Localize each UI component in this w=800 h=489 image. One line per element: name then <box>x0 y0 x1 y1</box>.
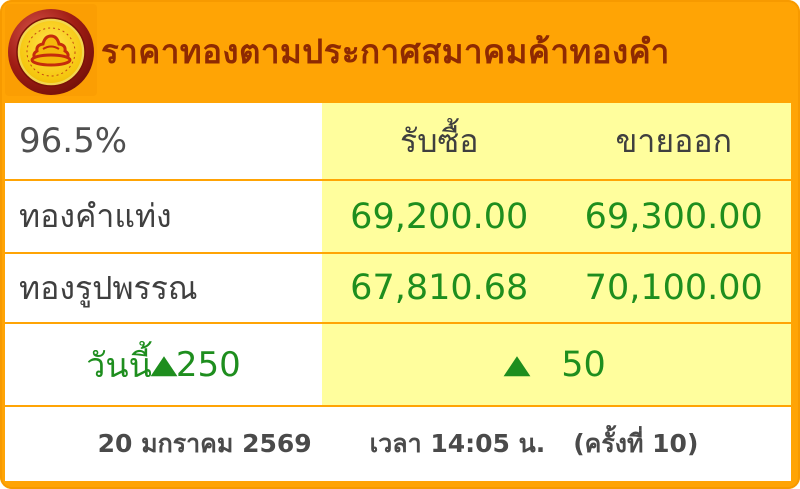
gold-bar-sell-price: 69,300.00 <box>584 196 763 237</box>
widget-header: ราคาทองตามประกาศสมาคมค้าทองคำ <box>5 0 791 103</box>
today-sell-change-value: 50 <box>561 344 606 385</box>
today-change-cell: วันนี้ ▲ 250 <box>5 324 322 405</box>
gold-ornament-sell-price: 70,100.00 <box>584 268 763 308</box>
announcement-time: เวลา 14:05 น. <box>369 429 546 458</box>
announcement-date: 20 มกราคม 2569 <box>97 429 312 458</box>
announcement-round: (ครั้งที่ 10) <box>573 429 699 458</box>
today-label: วันนี้ <box>86 345 152 386</box>
today-sell-change-cell: ▲ 50 <box>322 324 791 405</box>
price-table: 96.5% รับซื้อ ขายออก ทองคำแท่ง 69,200.00… <box>5 103 791 481</box>
gold-ornament-label: ทองรูปพรรณ <box>5 254 322 322</box>
table-row-gold-ornament: ทองรูปพรรณ 67,810.68 70,100.00 <box>5 252 791 322</box>
up-arrow-icon: ▲ <box>150 349 178 380</box>
today-bar-change-value: 250 <box>175 344 241 385</box>
widget-title: ราคาทองตามประกาศสมาคมค้าทองคำ <box>101 32 670 71</box>
table-row-gold-bar: ทองคำแท่ง 69,200.00 69,300.00 <box>5 179 791 252</box>
column-header-sell: ขายออก <box>615 121 732 160</box>
gold-ornament-buy-price: 67,810.68 <box>350 268 529 308</box>
table-footer-row: 20 มกราคม 2569 เวลา 14:05 น. (ครั้งที่ 1… <box>5 405 791 481</box>
up-arrow-icon: ▲ <box>503 349 531 380</box>
gold-bar-buy-price: 69,200.00 <box>350 196 529 237</box>
gold-bar-label: ทองคำแท่ง <box>5 181 322 252</box>
purity-label: 96.5% <box>5 103 322 179</box>
column-header-buy: รับซื้อ <box>400 121 479 160</box>
table-row-today-change: วันนี้ ▲ 250 ▲ 50 <box>5 322 791 405</box>
table-header-row: 96.5% รับซื้อ ขายออก <box>5 103 791 179</box>
gold-traders-association-logo-icon <box>7 8 95 96</box>
